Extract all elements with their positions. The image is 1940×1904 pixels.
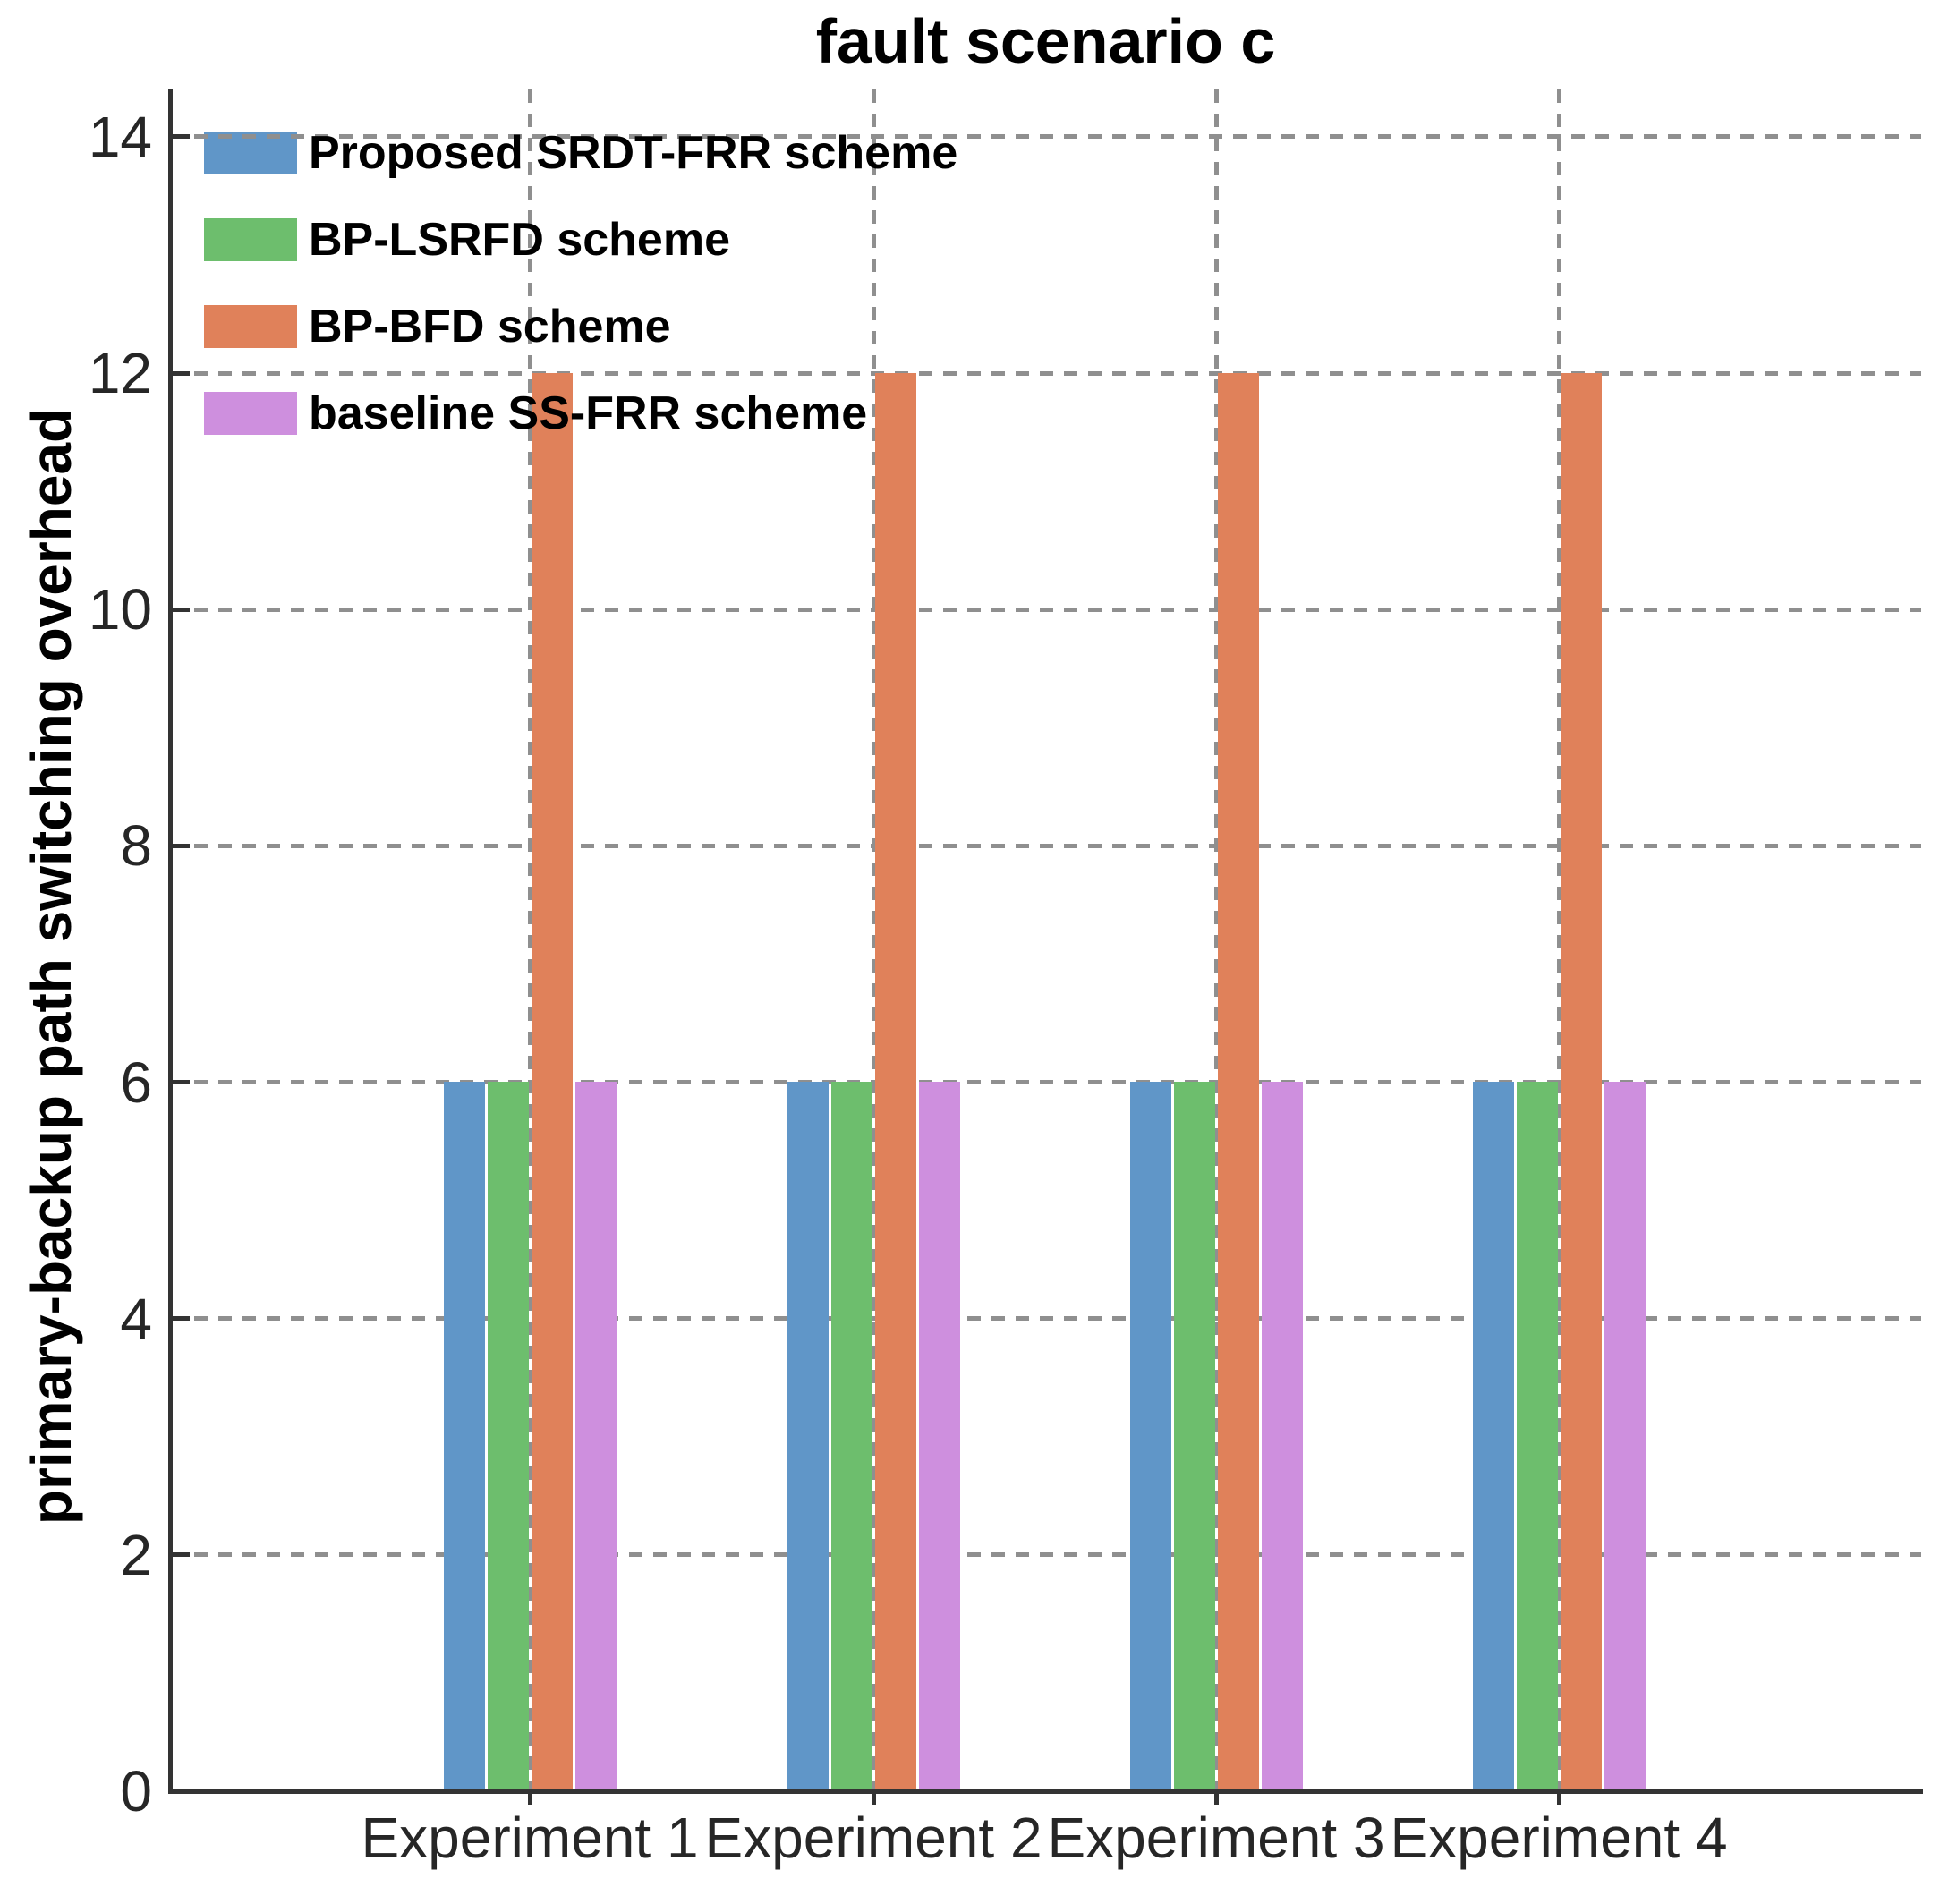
legend-item: BP-LSRFD scheme [204, 214, 730, 266]
plot-area: Proposed SRDT-FRR scheme BP-LSRFD scheme B… [170, 89, 1921, 1791]
bar [787, 1082, 829, 1791]
gridline-horizontal [170, 1080, 1921, 1084]
chart-title: fault scenario c [815, 6, 1276, 76]
bar [1261, 1082, 1303, 1791]
legend-label: BP-LSRFD scheme [309, 214, 730, 266]
y-tick-label: 2 [120, 1522, 152, 1587]
y-tick-mark [170, 134, 190, 140]
bar [1560, 373, 1602, 1791]
y-tick-mark [170, 1080, 190, 1084]
bar [487, 1082, 529, 1791]
legend-label: baseline SS-FRR scheme [309, 387, 868, 439]
gridline-vertical [1213, 89, 1219, 1791]
x-tick-mark [1556, 1793, 1561, 1805]
y-tick-label: 8 [120, 813, 152, 879]
bar [531, 373, 573, 1791]
gridline-vertical [871, 89, 876, 1791]
y-tick-label: 14 [88, 104, 152, 169]
legend-swatch [204, 218, 297, 261]
y-tick-mark [170, 1316, 190, 1322]
legend-label: BP-BFD scheme [309, 301, 671, 353]
y-axis-line [168, 89, 173, 1794]
x-tick-label: Experiment 4 [1390, 1806, 1728, 1870]
y-tick-label: 0 [120, 1759, 152, 1823]
y-axis-label: primary-backup path switching overhead [19, 407, 83, 1526]
bar [1516, 1082, 1558, 1791]
gridline-horizontal [170, 607, 1921, 612]
gridline-horizontal [170, 843, 1921, 848]
y-tick-mark [170, 607, 190, 612]
bar [1604, 1082, 1646, 1791]
gridline-horizontal [170, 370, 1921, 376]
y-tick-label: 12 [88, 341, 152, 405]
bar [574, 1082, 617, 1791]
bar [1173, 1082, 1215, 1791]
bar [874, 373, 916, 1791]
y-tick-label: 6 [120, 1050, 152, 1115]
bar [1217, 373, 1259, 1791]
legend-swatch [204, 305, 297, 348]
bar [1472, 1082, 1514, 1791]
x-tick-mark [527, 1793, 532, 1805]
x-tick-label: Experiment 1 [361, 1806, 699, 1870]
x-tick-label: Experiment 2 [704, 1806, 1042, 1870]
x-tick-mark [871, 1793, 876, 1805]
gridline-horizontal [170, 1552, 1921, 1558]
legend-item: baseline SS-FRR scheme [204, 387, 868, 439]
y-tick-label: 10 [88, 577, 152, 642]
gridline-horizontal [170, 1316, 1921, 1322]
y-tick-label: 4 [120, 1286, 152, 1351]
bar [443, 1082, 485, 1791]
y-tick-mark [170, 843, 190, 848]
bar [918, 1082, 960, 1791]
bar [830, 1082, 872, 1791]
legend-item: BP-BFD scheme [204, 301, 671, 353]
legend-swatch [204, 392, 297, 435]
y-tick-mark [170, 370, 190, 376]
bar [1129, 1082, 1171, 1791]
x-axis-line [168, 1789, 1923, 1794]
gridline-vertical [527, 89, 532, 1791]
gridline-horizontal [170, 134, 1921, 140]
gridline-vertical [1556, 89, 1561, 1791]
legend-label: Proposed SRDT-FRR scheme [309, 127, 958, 179]
y-tick-mark [170, 1552, 190, 1558]
x-tick-label: Experiment 3 [1047, 1806, 1385, 1870]
x-tick-mark [1213, 1793, 1219, 1805]
legend-item: Proposed SRDT-FRR scheme [204, 127, 958, 179]
